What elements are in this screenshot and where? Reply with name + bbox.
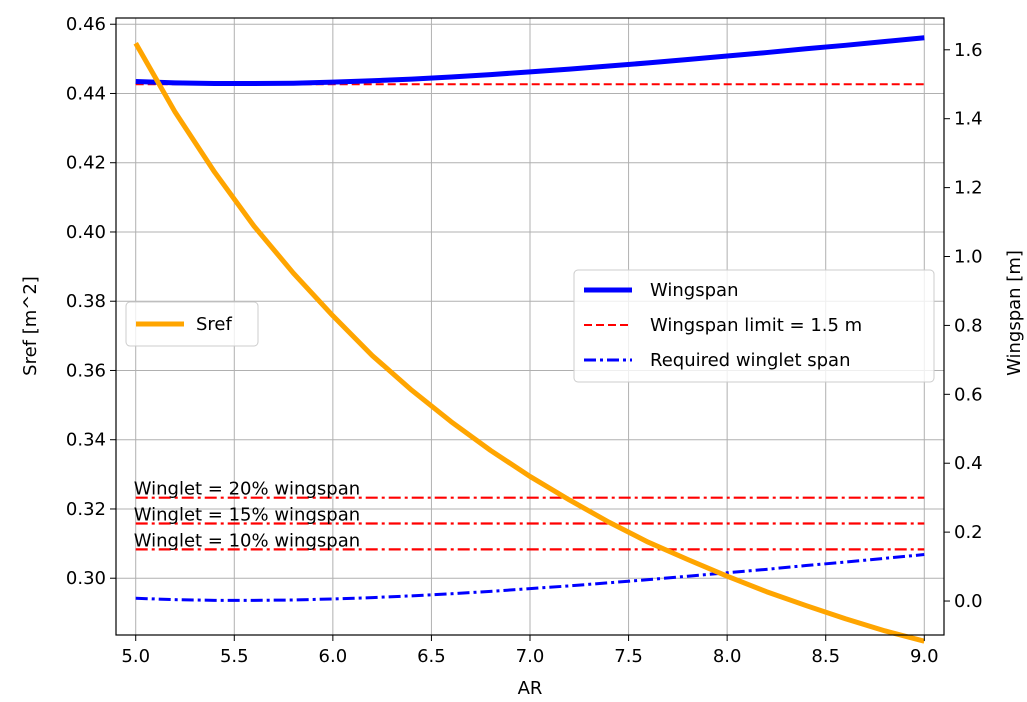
right-tick-label: 0.6 [954, 384, 983, 405]
left-tick-label: 0.42 [66, 153, 106, 174]
left-tick-label: 0.34 [66, 430, 106, 451]
x-tick-label: 7.0 [516, 646, 545, 667]
right-tick-label: 0.0 [954, 591, 983, 612]
series-line-required-winglet-span [135, 553, 925, 602]
left-tick-label: 0.46 [66, 14, 106, 35]
x-tick-label: 6.5 [417, 646, 446, 667]
legend-right-box [573, 269, 935, 383]
x-tick-label: 5.5 [220, 646, 249, 667]
right-tick-label: 0.8 [954, 315, 983, 336]
legend-left-box [125, 301, 259, 347]
legend-left: Sref [125, 301, 259, 347]
series-line-wingspan [135, 35, 925, 87]
x-tick-label: 8.0 [713, 646, 742, 667]
right-tick-label: 1.6 [954, 40, 983, 61]
x-axis-label: AR [518, 678, 543, 699]
left-tick-label: 0.36 [66, 360, 106, 381]
right-axis-label: Wingspan [m] [1004, 250, 1025, 376]
x-tick-label: 5.0 [121, 646, 150, 667]
winglet-reference-lines: Winglet = 20% wingspan Winglet = 15% wing… [134, 479, 925, 551]
right-tick-label: 1.2 [954, 178, 983, 199]
left-tick-label: 0.38 [66, 291, 106, 312]
x-tick-label: 9.0 [910, 646, 939, 667]
left-tick-label: 0.32 [66, 499, 106, 520]
winglet-reference-label: Winglet = 10% wingspan [134, 530, 360, 551]
legend-label-winglet-span: Required winglet span [650, 350, 851, 371]
series-lines [133, 35, 925, 644]
winglet-reference-label: Winglet = 20% wingspan [134, 479, 360, 500]
series-line-sref [133, 42, 925, 644]
right-tick-label: 1.0 [954, 247, 983, 268]
x-axis-ticks: 5.0 5.5 6.0 6.5 7.0 7.5 8.0 8.5 9.0 [121, 635, 939, 667]
left-tick-label: 0.30 [66, 568, 106, 589]
grid [116, 18, 944, 635]
x-tick-label: 7.5 [614, 646, 643, 667]
x-tick-label: 6.0 [319, 646, 348, 667]
winglet-reference-label: Winglet = 15% wingspan [134, 505, 360, 526]
x-tick-label: 8.5 [811, 646, 840, 667]
legend-right: Wingspan Wingspan limit = 1.5 m Required… [573, 269, 935, 383]
legend-label-wingspan-limit: Wingspan limit = 1.5 m [650, 315, 862, 336]
left-axis-label: Sref [m^2] [20, 276, 41, 376]
right-tick-label: 0.2 [954, 522, 983, 543]
left-tick-label: 0.44 [66, 83, 106, 104]
right-tick-label: 0.4 [954, 453, 983, 474]
legend-label-sref: Sref [196, 314, 233, 335]
right-axis-ticks: 0.0 0.2 0.4 0.6 0.8 1.0 1.2 1.4 1.6 [944, 40, 983, 612]
left-axis-ticks: 0.30 0.32 0.34 0.36 0.38 0.40 0.42 0.44 0.46 [66, 14, 116, 589]
legend-label-wingspan: Wingspan [650, 280, 738, 301]
left-tick-label: 0.40 [66, 222, 106, 243]
right-tick-label: 1.4 [954, 109, 983, 130]
